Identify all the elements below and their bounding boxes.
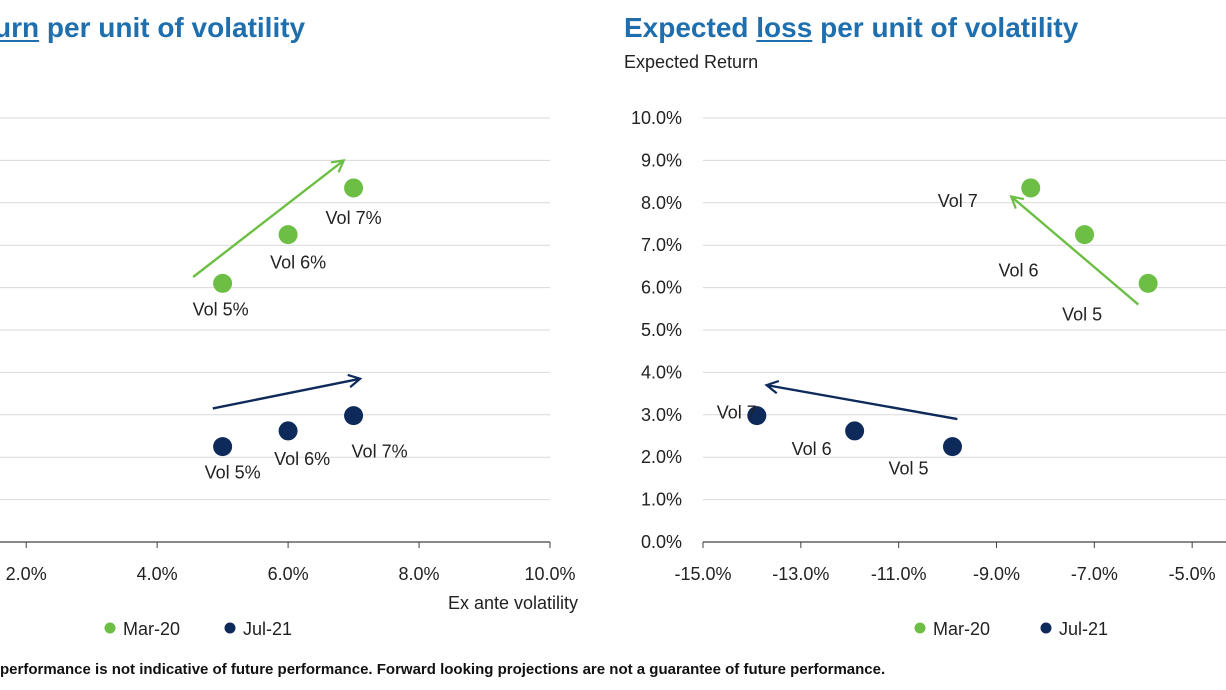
- right-point-jul-21: [747, 406, 767, 426]
- right-x-tick-label: -5.0%: [1169, 564, 1216, 584]
- left-point-jul-21: [278, 421, 298, 441]
- right-trend-arrowhead: [764, 379, 780, 395]
- right-y-tick-label: 10.0%: [631, 108, 682, 128]
- right-y-tick-label: 2.0%: [641, 447, 682, 467]
- right-y-tick-label: 3.0%: [641, 405, 682, 425]
- left-point-label: Vol 5%: [193, 299, 249, 319]
- right-point-jul-21: [942, 437, 962, 457]
- left-legend-label: Jul-21: [243, 619, 292, 639]
- right-y-tick-label: 6.0%: [641, 278, 682, 298]
- left-point-label: Vol 7%: [352, 442, 408, 462]
- left-x-tick-label: 4.0%: [137, 564, 178, 584]
- left-title-underlined: urn: [0, 12, 40, 43]
- right-y-tick-label: 9.0%: [641, 150, 682, 170]
- right-legend-label: Mar-20: [933, 619, 990, 639]
- left-chart-title: urn per unit of volatility: [0, 12, 305, 44]
- right-y-axis-title: Expected Return: [624, 52, 759, 72]
- left-x-tick-label: 2.0%: [6, 564, 47, 584]
- right-point-label: Vol 6: [999, 261, 1039, 281]
- right-point-mar-20: [1075, 225, 1095, 245]
- right-x-tick-label: -9.0%: [973, 564, 1020, 584]
- left-point-mar-20: [344, 178, 364, 198]
- right-chart-title: Expected loss per unit of volatility: [624, 12, 1078, 44]
- right-legend-marker: [914, 622, 926, 634]
- right-point-label: Vol 6: [792, 439, 832, 459]
- left-x-axis-title: Ex ante volatility: [448, 593, 578, 613]
- left-trend-arrow-line: [192, 159, 345, 278]
- right-legend-marker: [1040, 622, 1052, 634]
- left-point-mar-20: [213, 273, 233, 293]
- right-x-tick-label: -13.0%: [772, 564, 829, 584]
- right-y-tick-label: 1.0%: [641, 490, 682, 510]
- left-point-label: Vol 6%: [270, 253, 326, 273]
- right-y-tick-label: 7.0%: [641, 235, 682, 255]
- left-trend-arrowhead: [330, 158, 346, 173]
- right-y-tick-label: 8.0%: [641, 193, 682, 213]
- right-title-plain: Expected: [624, 12, 757, 43]
- right-title-underlined: loss: [756, 12, 813, 43]
- left-legend-marker: [104, 622, 116, 634]
- left-point-label: Vol 6%: [274, 449, 330, 469]
- right-trend-arrow-line: [766, 383, 958, 421]
- right-trend-arrow-line: [1010, 195, 1140, 306]
- left-x-tick-label: 10.0%: [524, 564, 575, 584]
- left-trend-arrow-line: [212, 377, 361, 410]
- footnote: performance is not indicative of future …: [0, 661, 886, 678]
- left-title-rest: per unit of volatility: [39, 12, 306, 43]
- left-point-label: Vol 5%: [205, 463, 261, 483]
- right-x-tick-label: -11.0%: [871, 564, 927, 584]
- left-x-tick-label: 6.0%: [268, 564, 309, 584]
- right-point-label: Vol 7: [938, 191, 978, 211]
- left-point-label: Vol 7%: [326, 208, 382, 228]
- right-point-label: Vol 5: [1062, 304, 1102, 324]
- right-legend-label: Jul-21: [1059, 619, 1108, 639]
- left-x-tick-label: 8.0%: [399, 564, 440, 584]
- left-point-jul-21: [213, 437, 233, 457]
- right-title-rest: per unit of volatility: [812, 12, 1079, 43]
- right-x-tick-label: -7.0%: [1071, 564, 1118, 584]
- left-point-jul-21: [344, 406, 364, 426]
- left-point-mar-20: [278, 225, 298, 245]
- right-point-jul-21: [845, 421, 865, 441]
- left-legend-label: Mar-20: [123, 619, 180, 639]
- right-y-tick-label: 5.0%: [641, 320, 682, 340]
- right-y-tick-label: 0.0%: [641, 532, 682, 552]
- right-point-mar-20: [1138, 273, 1158, 293]
- left-trend-arrowhead: [347, 373, 363, 388]
- right-point-mar-20: [1021, 178, 1041, 198]
- right-y-tick-label: 4.0%: [641, 362, 682, 382]
- right-x-tick-label: -15.0%: [674, 564, 731, 584]
- right-point-label: Vol 5: [888, 459, 928, 479]
- right-point-label: Vol 7: [717, 403, 757, 423]
- left-legend-marker: [224, 622, 236, 634]
- right-trend-arrowhead: [1009, 194, 1025, 209]
